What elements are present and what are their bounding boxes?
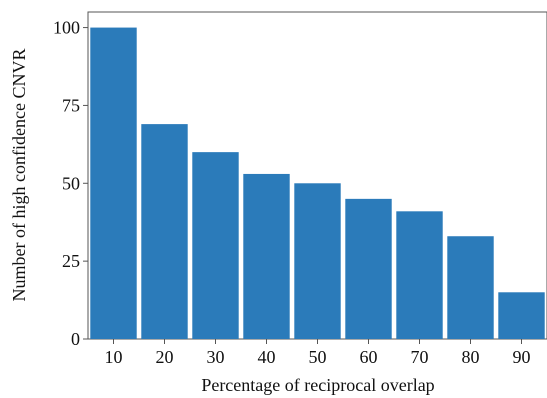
y-axis: 0 25 50 75 100 (53, 18, 88, 349)
x-tick-label: 60 (360, 347, 378, 367)
x-tick-label: 20 (156, 347, 174, 367)
y-tick-label: 50 (62, 173, 80, 193)
x-tick-label: 70 (411, 347, 429, 367)
x-tick-label: 10 (105, 347, 123, 367)
y-axis-title: Number of high confidence CNVR (9, 49, 29, 302)
bar-30 (192, 152, 239, 339)
bar-70 (396, 211, 443, 339)
x-axis: 10 20 30 40 50 60 70 80 90 (105, 339, 531, 367)
bar-60 (345, 198, 392, 339)
bars-group (90, 27, 545, 339)
bar-90 (498, 292, 545, 339)
y-tick-label: 25 (62, 251, 80, 271)
bar-50 (294, 183, 341, 339)
x-tick-label: 90 (513, 347, 531, 367)
bar-40 (243, 173, 290, 339)
x-tick-label: 50 (309, 347, 327, 367)
bar-20 (141, 124, 188, 339)
y-tick-label: 75 (62, 95, 80, 115)
y-tick-label: 0 (71, 329, 80, 349)
x-axis-title: Percentage of reciprocal overlap (201, 375, 434, 395)
bar-10 (90, 27, 137, 339)
x-tick-label: 30 (207, 347, 225, 367)
bar-80 (447, 236, 494, 339)
x-tick-label: 40 (258, 347, 276, 367)
x-tick-label: 80 (462, 347, 480, 367)
y-tick-label: 100 (53, 18, 80, 38)
